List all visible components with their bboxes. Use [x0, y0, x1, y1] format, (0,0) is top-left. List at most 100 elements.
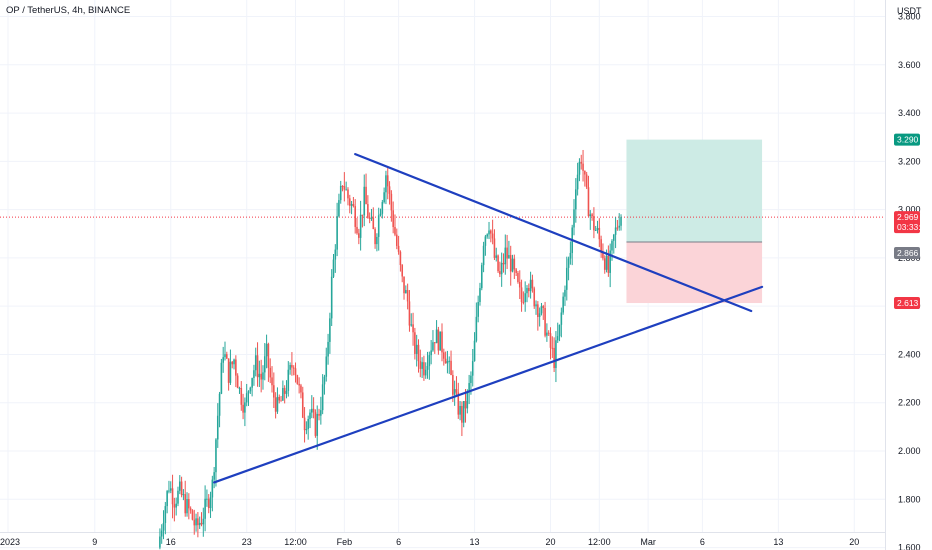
- candle-up: [555, 340, 557, 369]
- candle-down: [236, 375, 239, 389]
- candle-down: [547, 332, 550, 334]
- candle-down: [352, 204, 355, 207]
- candle-up: [573, 209, 575, 228]
- candle-up: [609, 250, 611, 273]
- candle-down: [374, 229, 376, 245]
- candle-down: [343, 186, 346, 190]
- time-tick-label: 13: [773, 537, 783, 547]
- candle-up: [336, 216, 338, 250]
- candle-down: [401, 265, 404, 277]
- candle-down: [584, 170, 586, 175]
- time-tick-label: 13: [470, 537, 480, 547]
- candle-up: [276, 396, 279, 412]
- candle-up: [238, 387, 241, 389]
- candle-up: [567, 258, 570, 268]
- candle-down: [593, 216, 595, 231]
- chart-title: OP / TetherUS, 4h, BINANCE: [6, 5, 130, 16]
- candle-up: [620, 217, 622, 226]
- candle-down: [412, 324, 414, 333]
- candle-down: [587, 187, 590, 217]
- price-tick-label: 1.800: [898, 494, 921, 504]
- candle-down: [549, 333, 552, 348]
- candle-down: [296, 375, 299, 384]
- candle-up: [540, 306, 543, 314]
- candle-up: [215, 439, 217, 473]
- candle-up: [218, 393, 221, 416]
- candle-up: [334, 249, 337, 260]
- candle-up: [253, 370, 255, 379]
- candle-up: [569, 252, 572, 259]
- candle-up: [556, 336, 559, 341]
- candle-down: [457, 392, 460, 415]
- candle-up: [254, 355, 257, 371]
- position-zones: [626, 139, 763, 304]
- candle-up: [529, 279, 532, 292]
- stop-zone: [626, 241, 763, 304]
- candle-up: [381, 202, 384, 214]
- candle-down: [533, 288, 536, 307]
- candle-up: [245, 393, 248, 403]
- candle-down: [280, 400, 282, 402]
- candle-up: [305, 429, 308, 431]
- candle-up: [526, 288, 528, 294]
- candle-up: [471, 361, 474, 376]
- candle-up: [282, 387, 284, 401]
- candle-up: [287, 369, 290, 391]
- candle-down: [256, 355, 259, 378]
- candle-up: [160, 530, 163, 537]
- candle-down: [585, 174, 588, 188]
- candle-up: [182, 494, 185, 496]
- candle-down: [433, 342, 436, 344]
- candle-up: [439, 331, 441, 351]
- candle-down: [226, 354, 228, 359]
- candle-up: [370, 217, 373, 219]
- candle-up: [198, 522, 201, 526]
- time-tick-label: 12:00: [284, 537, 307, 547]
- candle-up: [285, 390, 288, 394]
- candle-up: [338, 200, 340, 217]
- candle-down: [278, 396, 281, 401]
- candle-up: [535, 304, 537, 307]
- candle-down: [354, 206, 356, 227]
- candle-up: [265, 343, 268, 357]
- candle-down: [269, 367, 272, 378]
- candle-up: [511, 258, 514, 272]
- trendlines[interactable]: [213, 153, 764, 484]
- candle-down: [518, 281, 521, 288]
- candle-down: [386, 175, 389, 187]
- candle-up: [432, 342, 434, 351]
- time-tick-label: 16: [166, 537, 176, 547]
- candle-up: [596, 227, 599, 231]
- candle-up: [565, 267, 568, 290]
- candle-down: [515, 269, 517, 273]
- price-tick-label: 2.000: [898, 446, 921, 456]
- price-tick-label: 2.200: [898, 398, 921, 408]
- candle-up: [168, 490, 170, 492]
- price-tick-label: 1.600: [898, 543, 921, 550]
- candle-down: [580, 161, 583, 164]
- candle-down: [171, 488, 174, 505]
- candle-up: [488, 230, 490, 235]
- candle-down: [397, 245, 400, 252]
- stop-price-badge-text: 2.613: [897, 298, 919, 308]
- candle-up: [500, 262, 503, 275]
- candle-down: [294, 368, 297, 376]
- candle-up: [383, 192, 385, 203]
- candle-down: [600, 239, 602, 253]
- candle-up: [213, 472, 215, 480]
- descending-resistance-trendline: [354, 153, 753, 313]
- candle-up: [206, 498, 208, 500]
- candle-up: [473, 340, 476, 362]
- target-price-badge-text: 3.290: [897, 135, 919, 145]
- candle-down: [291, 364, 293, 368]
- candle-up: [611, 240, 613, 251]
- candle-up: [475, 316, 478, 341]
- candle-up: [504, 247, 507, 265]
- candle-down: [551, 347, 554, 349]
- candle-up: [477, 302, 479, 317]
- candle-down: [582, 163, 584, 171]
- candle-up: [169, 488, 172, 491]
- time-axis[interactable]: 2023 9 16 23 12:00 Feb 6 13 20 12:00 Mar 6 13 20: [0, 537, 859, 547]
